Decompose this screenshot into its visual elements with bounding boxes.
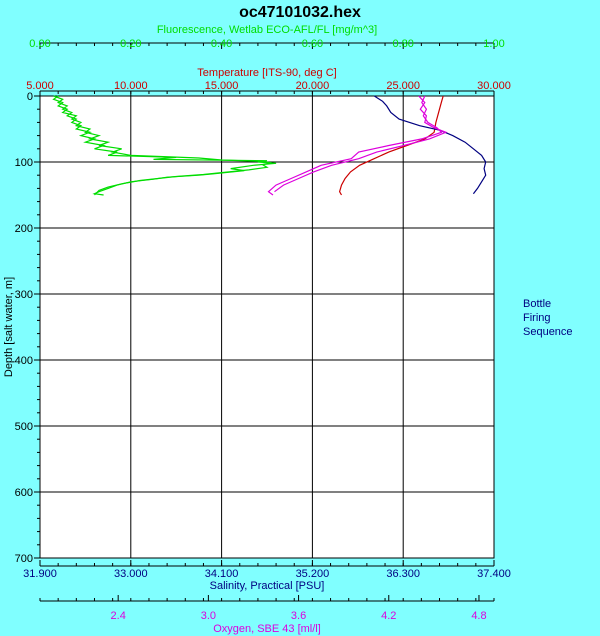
chart-title: oc47101032.hex — [239, 4, 361, 21]
tick-label-fluorescence: 0.60 — [302, 38, 323, 50]
tick-label-salinity: 36.300 — [386, 568, 420, 580]
tick-label-depth: 600 — [15, 487, 33, 499]
axis-title-salinity: Salinity, Practical [PSU] — [210, 580, 325, 592]
tick-label-salinity: 33.000 — [114, 568, 148, 580]
axis-salinity: 31.900 33.000 34.100 35.200 36.300 37.400 Sali… — [23, 560, 511, 592]
tick-label-oxygen: 3.0 — [201, 610, 216, 622]
tick-label-depth: 200 — [15, 223, 33, 235]
tick-label-salinity: 35.200 — [296, 568, 330, 580]
axis-title-fluorescence: Fluorescence, Wetlab ECO-AFL/FL [mg/m^3] — [157, 24, 377, 36]
series-oxygen — [274, 95, 448, 193]
tick-label-depth: 500 — [15, 421, 33, 433]
tick-label-fluorescence: 0.40 — [211, 38, 232, 50]
tick-label-salinity: 34.100 — [205, 568, 239, 580]
tick-label-oxygen: 3.6 — [291, 610, 306, 622]
axis-fluorescence: 0.00 0.20 0.40 0.60 0.80 1.00 Fluorescence, We… — [29, 24, 504, 50]
tick-label-temperature: 30.000 — [477, 80, 511, 92]
axis-oxygen: 2.4 3.0 3.6 4.2 4.8 Oxygen, SBE 43 [ml/l] — [39, 595, 495, 635]
tick-label-temperature: 25.000 — [386, 80, 420, 92]
tick-label-fluorescence: 0.20 — [120, 38, 141, 50]
tick-label-depth: 300 — [15, 289, 33, 301]
legend-line-2: Firing — [523, 312, 551, 324]
axis-title-depth: Depth [salt water, m] — [3, 277, 15, 377]
tick-label-fluorescence: 1.00 — [483, 38, 504, 50]
tick-label-fluorescence: 0.00 — [29, 38, 50, 50]
series-fluorescence — [52, 95, 272, 196]
axis-title-temperature: Temperature [ITS-90, deg C] — [197, 67, 336, 79]
series-temperature — [338, 95, 444, 196]
tick-label-salinity: 31.900 — [23, 568, 57, 580]
tick-label-temperature: 10.000 — [114, 80, 148, 92]
plot-background — [39, 95, 495, 559]
tick-label-temperature: 20.000 — [296, 80, 330, 92]
tick-label-depth: 400 — [15, 355, 33, 367]
tick-label-salinity: 37.400 — [477, 568, 511, 580]
bottle-firing-legend: Bottle Firing Sequence — [523, 297, 573, 339]
tick-label-oxygen: 2.4 — [111, 610, 126, 622]
plot-area — [39, 95, 495, 559]
axis-title-oxygen: Oxygen, SBE 43 [ml/l] — [213, 623, 321, 635]
tick-label-oxygen: 4.2 — [381, 610, 396, 622]
tick-label-depth: 700 — [15, 553, 33, 565]
axis-temperature: 5.000 10.000 15.000 20.000 25.000 30.000 Tempe… — [26, 67, 511, 97]
tick-label-oxygen: 4.8 — [471, 610, 486, 622]
tick-label-fluorescence: 0.80 — [392, 38, 413, 50]
legend-line-1: Bottle — [523, 298, 552, 310]
legend-line-3: Sequence — [523, 326, 573, 338]
tick-label-depth: 0 — [27, 91, 33, 103]
tick-label-depth: 100 — [15, 157, 33, 169]
axes-layer: 0.00 0.20 0.40 0.60 0.80 1.00 Fluorescence, We… — [3, 24, 511, 635]
series-salinity — [373, 95, 487, 195]
tick-label-temperature: 15.000 — [205, 80, 239, 92]
axis-depth: 0 100 200 300 400 500 600 700 Depth [salt water,… — [3, 91, 40, 565]
tick-label-temperature: 5.000 — [26, 80, 54, 92]
series-layer — [52, 95, 487, 196]
